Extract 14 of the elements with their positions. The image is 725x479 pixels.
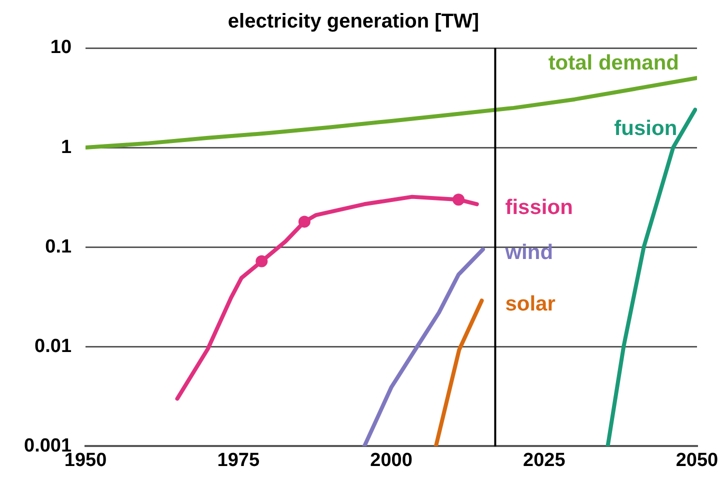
series-label: fusion bbox=[614, 116, 678, 140]
y-tick-label: 10 bbox=[50, 37, 72, 58]
series-label: solar bbox=[505, 292, 556, 316]
chart-title: electricity generation [TW] bbox=[228, 10, 480, 33]
series-label: fission bbox=[505, 196, 573, 219]
y-tick-label: 1 bbox=[60, 136, 72, 158]
y-tick-label: 0.1 bbox=[45, 236, 72, 258]
y-tick-label: 0.01 bbox=[34, 336, 72, 357]
x-tick-label: 2025 bbox=[522, 450, 566, 471]
series-label: total demand bbox=[548, 51, 679, 74]
x-tick-label: 2050 bbox=[676, 450, 718, 471]
series-label: wind bbox=[504, 241, 554, 264]
x-tick-label: 1975 bbox=[217, 450, 260, 471]
x-tick-label: 2000 bbox=[370, 450, 412, 471]
